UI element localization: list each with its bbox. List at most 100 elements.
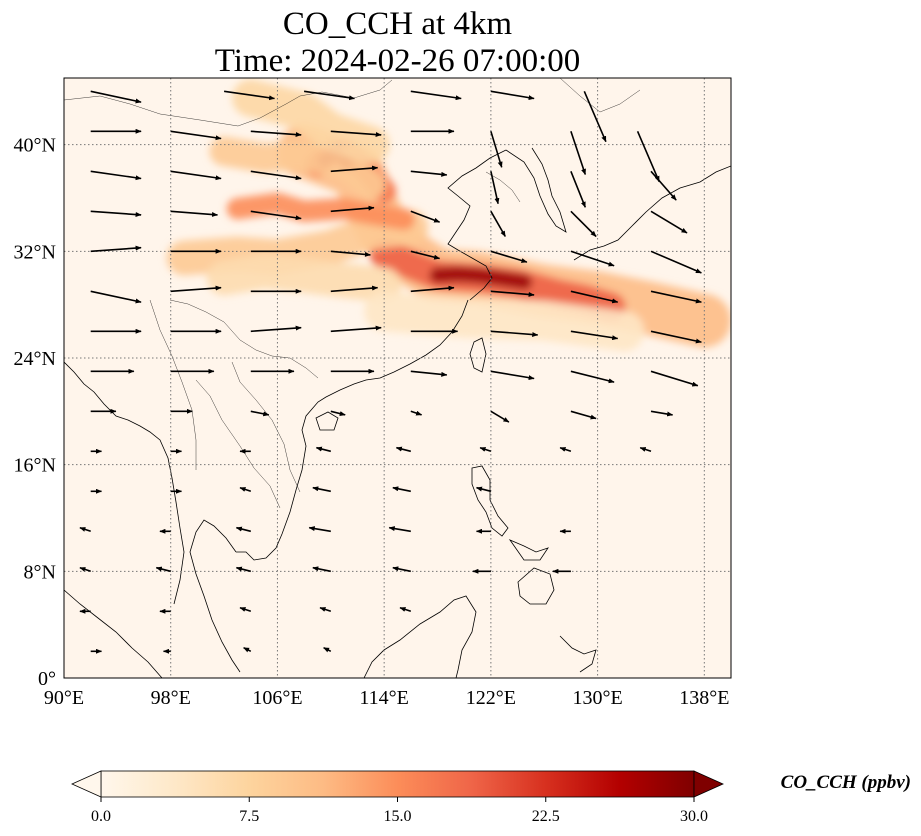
map-frame [63,77,732,679]
wind-vector [490,410,510,423]
wind-vector [90,245,142,253]
wind-vector [650,410,674,417]
coastline-china [236,299,469,561]
lon-tick-label: 106°E [252,687,302,709]
colorbar-body [100,770,695,798]
lon-tick-label: 122°E [466,687,516,709]
wind-vector [636,130,660,183]
lat-tick-label: 16°N [14,455,56,477]
lat-tick-label: 40°N [14,135,56,157]
coastline-indochina [189,519,241,673]
wind-vector [250,325,302,333]
wind-vector [312,566,331,573]
wind-vector [490,290,535,297]
wind-vector [410,285,455,293]
wind-vector [570,131,587,175]
coastline-luzon [471,465,509,537]
wind-vector [650,250,702,274]
border-myanmar [149,299,197,470]
wind-vector [559,446,572,453]
colorbar-tick-label: 30.0 [680,808,708,825]
wind-vector [392,486,411,493]
gridlines [64,78,731,678]
co-plume-7 [226,192,415,230]
wind-vector [395,446,411,453]
border-russia-china [559,78,641,113]
wind-vector [410,90,462,101]
wind-vector [235,566,251,573]
wind-vector [239,606,252,613]
lon-tick-label: 130°E [572,687,622,709]
wind-vector [170,130,222,141]
wind-vector [650,370,699,387]
wind-vector [330,285,379,293]
wind-vector [392,566,411,573]
lat-tick-label: 8°N [24,561,56,583]
colorbar-ticks: 0.0 7.5 15.0 22.5 30.0 [91,797,708,825]
colorbar-extend-high [693,770,724,798]
wind-vector [170,170,222,181]
coastline-visayas [508,539,549,561]
wind-vector [250,130,302,138]
wind-vector [312,486,331,493]
wind-vector [330,250,371,257]
wind-vector [570,250,615,267]
coastline-sumatra [64,589,163,678]
wind-vector [490,330,539,337]
colorbar-tick-label: 7.5 [239,808,259,825]
wind-vector [490,210,506,237]
map-background [64,78,731,678]
wind-vector [490,171,500,205]
co-plume-6 [166,209,429,276]
wind-vector [490,250,528,263]
wind-vector [319,606,332,613]
wind-vector [223,90,275,101]
wind-vector [90,290,142,304]
coastline-japan [573,165,731,261]
coastline-sulawesi [559,635,597,673]
wind-vector [476,486,492,493]
wind-vector [330,165,379,173]
country-borders [64,78,641,509]
wind-vector [90,170,142,181]
longitude-axis: 90°E 98°E 106°E 114°E 122°E 130°E 138°E [44,687,730,709]
wind-vector [410,170,448,177]
wind-vector [330,205,375,213]
colorbar: 0.0 7.5 15.0 22.5 30.0 CO_CCH (ppbv) [71,770,911,825]
wind-vector [650,330,702,344]
wind-vector [303,90,355,101]
wind-vector [490,131,503,168]
map-axes: 90°E 98°E 106°E 114°E 122°E 130°E 138°E 0° 8°N 1… [14,77,732,709]
wind-vector [650,290,702,304]
wind-vector [570,410,597,420]
coastline-mindanao [517,567,555,605]
wind-vector [570,370,615,384]
wind-vector [315,446,331,453]
lon-tick-label: 90°E [44,687,84,709]
border-thailand [195,379,281,509]
lon-tick-label: 138°E [679,687,729,709]
wind-vector [170,285,222,293]
wind-vector [250,210,302,221]
border-laos-vietnam [231,361,301,493]
wind-vector [330,130,382,138]
lat-tick-label: 32°N [14,241,56,263]
wind-vector [330,410,346,416]
colorbar-tick-label: 15.0 [384,808,412,825]
wind-vector [79,526,91,533]
plot-title-line1: CO_CCH at 4km [282,6,513,42]
colorbar-extend-low [71,770,102,798]
wind-vector [243,646,252,653]
wind-vector [570,290,619,304]
lat-tick-label: 0° [38,668,56,690]
lon-tick-label: 114°E [359,687,408,709]
co-plume-9 [232,79,390,164]
lon-tick-label: 98°E [151,687,191,709]
wind-vector [583,90,607,143]
border-china-south [169,299,319,379]
wind-vector [410,250,441,260]
colorbar-tick-label: 0.0 [91,808,111,825]
latitude-axis: 0° 8°N 16°N 24°N 32°N 40°N [14,135,56,690]
co-plume-10 [206,253,402,303]
wind-vector [170,210,218,217]
